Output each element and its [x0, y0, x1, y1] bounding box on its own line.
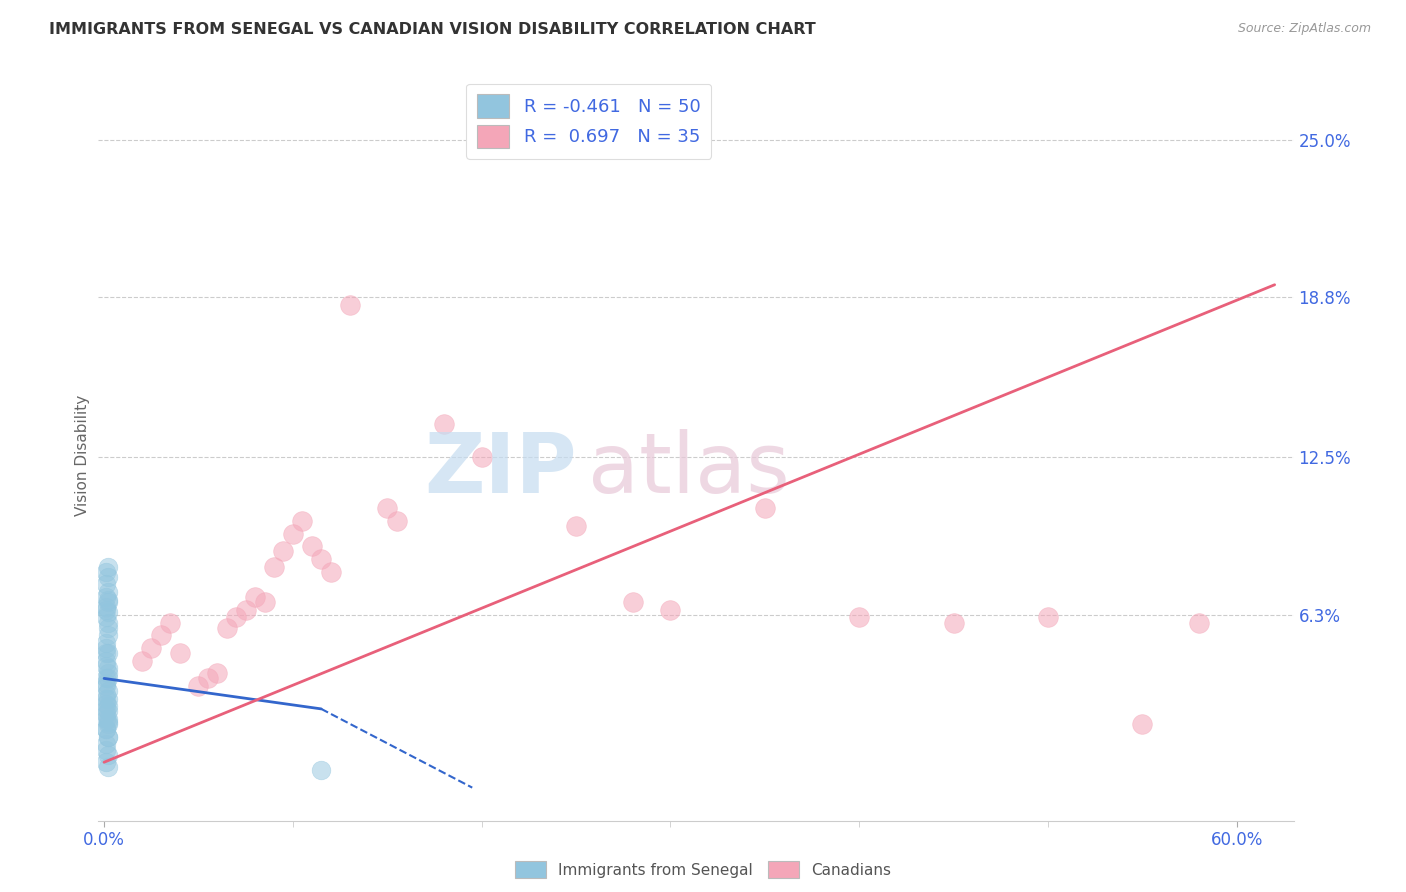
- Point: [375, 501, 398, 516]
- Text: atlas: atlas: [589, 429, 790, 510]
- Point: [97, 606, 120, 620]
- Point: [94, 687, 117, 701]
- Point: [97, 615, 120, 630]
- Point: [97, 712, 120, 726]
- Point: [141, 640, 163, 655]
- Point: [471, 450, 494, 465]
- Point: [97, 559, 120, 574]
- Point: [291, 514, 314, 528]
- Point: [94, 590, 117, 604]
- Point: [97, 585, 120, 599]
- Point: [942, 615, 965, 630]
- Point: [97, 760, 120, 774]
- Point: [97, 646, 120, 660]
- Point: [187, 679, 209, 693]
- Point: [169, 646, 191, 660]
- Y-axis label: Vision Disability: Vision Disability: [75, 394, 90, 516]
- Point: [281, 526, 304, 541]
- Point: [1188, 615, 1211, 630]
- Point: [263, 559, 285, 574]
- Point: [97, 684, 120, 698]
- Point: [97, 699, 120, 714]
- Point: [339, 298, 361, 312]
- Point: [97, 570, 120, 584]
- Point: [94, 702, 117, 716]
- Point: [94, 577, 117, 591]
- Text: Source: ZipAtlas.com: Source: ZipAtlas.com: [1237, 22, 1371, 36]
- Point: [131, 654, 153, 668]
- Point: [94, 697, 117, 711]
- Point: [253, 595, 276, 609]
- Point: [97, 661, 120, 675]
- Point: [94, 723, 117, 737]
- Point: [97, 717, 120, 731]
- Point: [97, 621, 120, 635]
- Legend: Immigrants from Senegal, Canadians: Immigrants from Senegal, Canadians: [509, 855, 897, 884]
- Point: [754, 501, 776, 516]
- Point: [97, 592, 120, 607]
- Point: [97, 747, 120, 762]
- Point: [97, 628, 120, 642]
- Point: [97, 666, 120, 681]
- Point: [433, 417, 456, 432]
- Point: [94, 654, 117, 668]
- Point: [94, 723, 117, 737]
- Point: [97, 730, 120, 744]
- Point: [94, 640, 117, 655]
- Point: [94, 742, 117, 756]
- Text: ZIP: ZIP: [425, 429, 576, 510]
- Point: [94, 679, 117, 693]
- Point: [319, 565, 342, 579]
- Point: [97, 672, 120, 686]
- Point: [309, 763, 332, 777]
- Point: [848, 610, 870, 624]
- Point: [94, 565, 117, 579]
- Point: [94, 610, 117, 624]
- Point: [94, 603, 117, 617]
- Point: [659, 603, 682, 617]
- Point: [94, 600, 117, 615]
- Point: [94, 658, 117, 673]
- Point: [94, 756, 117, 770]
- Point: [94, 712, 117, 726]
- Point: [385, 514, 408, 528]
- Point: [243, 590, 266, 604]
- Point: [309, 552, 332, 566]
- Point: [94, 738, 117, 752]
- Point: [1036, 610, 1059, 624]
- Point: [197, 672, 219, 686]
- Point: [97, 705, 120, 719]
- Point: [207, 666, 229, 681]
- Point: [159, 615, 181, 630]
- Point: [235, 603, 257, 617]
- Text: IMMIGRANTS FROM SENEGAL VS CANADIAN VISION DISABILITY CORRELATION CHART: IMMIGRANTS FROM SENEGAL VS CANADIAN VISI…: [49, 22, 815, 37]
- Legend: R = -0.461   N = 50, R =  0.697   N = 35: R = -0.461 N = 50, R = 0.697 N = 35: [465, 84, 711, 159]
- Point: [94, 672, 117, 686]
- Point: [94, 706, 117, 721]
- Point: [273, 544, 295, 558]
- Point: [97, 730, 120, 744]
- Point: [621, 595, 644, 609]
- Point: [1132, 717, 1154, 731]
- Point: [97, 691, 120, 706]
- Point: [94, 676, 117, 690]
- Point: [94, 691, 117, 706]
- Point: [149, 628, 172, 642]
- Point: [215, 621, 238, 635]
- Point: [97, 595, 120, 609]
- Point: [225, 610, 247, 624]
- Point: [301, 539, 323, 553]
- Point: [97, 714, 120, 729]
- Point: [94, 646, 117, 660]
- Point: [565, 519, 588, 533]
- Point: [94, 636, 117, 650]
